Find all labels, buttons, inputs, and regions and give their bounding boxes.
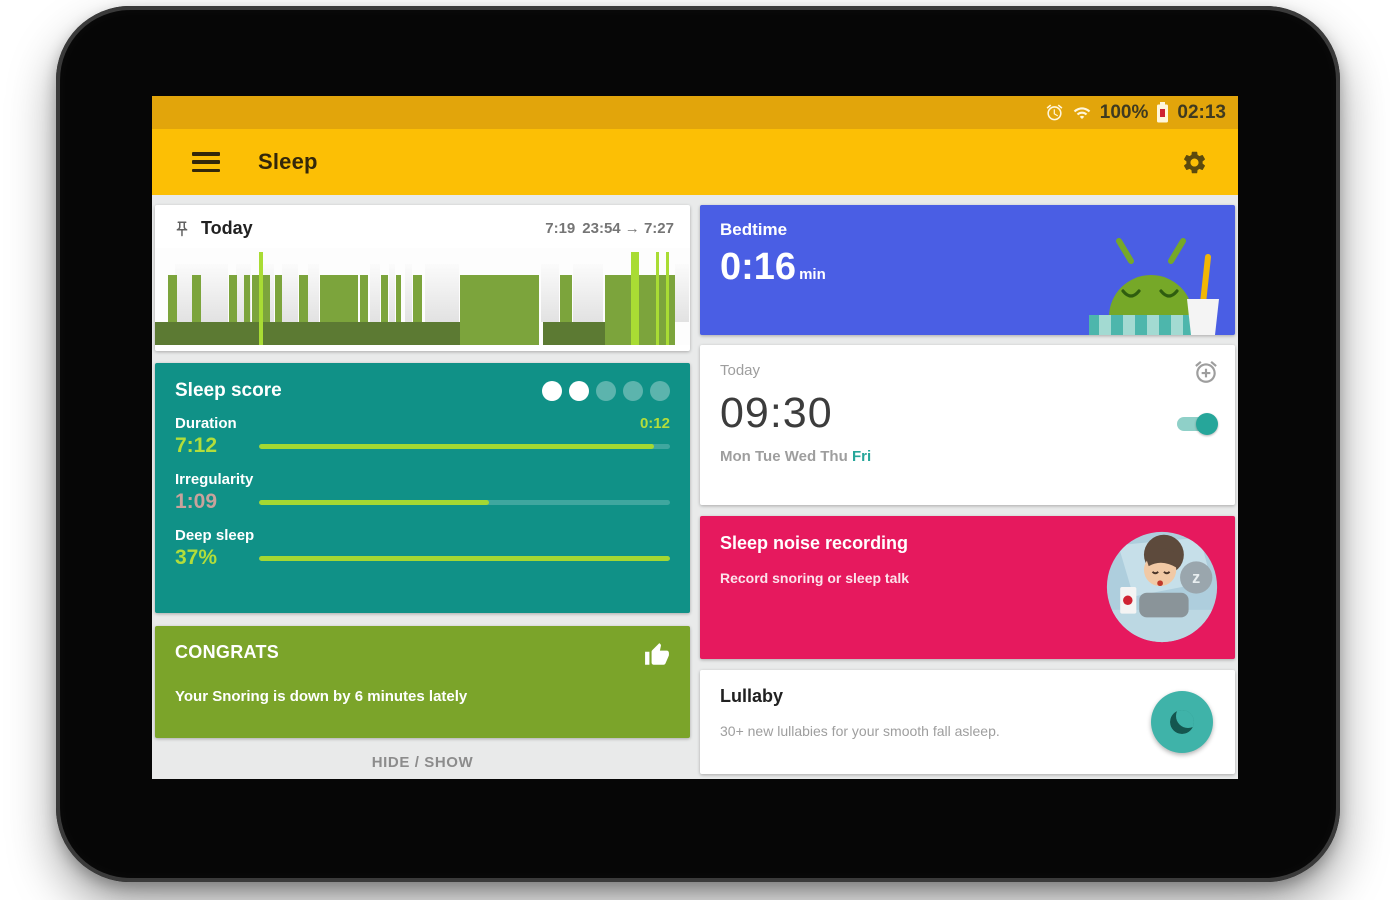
alarm-time[interactable]: 09:30 <box>720 389 833 437</box>
wifi-icon <box>1073 106 1091 119</box>
battery-percent: 100% <box>1099 101 1149 123</box>
add-alarm-icon[interactable] <box>1193 359 1219 385</box>
lullaby-subtitle: 30+ new lullabies for your smooth fall a… <box>720 723 1000 739</box>
alarm-day-label: Today <box>720 362 761 379</box>
bedtime-title: Bedtime <box>720 220 788 239</box>
sleep-times: 7:19 23:54 → 7:27 <box>545 220 674 237</box>
metric-label: Deep sleep <box>175 527 255 544</box>
status-clock: 02:13 <box>1177 101 1226 123</box>
irregularity-progress-bar <box>259 499 670 505</box>
sleep-score-card[interactable]: Sleep score Duration 0:12 7:12 <box>155 363 690 613</box>
noise-subtitle: Record snoring or sleep talk <box>720 570 910 586</box>
svg-text:z: z <box>1192 569 1200 587</box>
left-column: Today 7:19 23:54 → 7:27 Sleep score <box>155 205 690 779</box>
metric-label: Irregularity <box>175 471 254 488</box>
app-bar: Sleep <box>152 129 1238 195</box>
score-dots <box>542 381 670 401</box>
metric-label: Duration <box>175 415 237 432</box>
metric-deep-sleep: Deep sleep 37% <box>175 527 670 570</box>
congrats-title: CONGRATS <box>175 642 280 662</box>
pin-icon <box>176 221 188 236</box>
sleep-duration: 7:19 <box>545 220 576 237</box>
metric-irregularity: Irregularity 1:09 <box>175 471 670 514</box>
bedtime-unit: min <box>799 266 826 283</box>
metric-value: 1:09 <box>175 490 218 513</box>
today-graph-card[interactable]: Today 7:19 23:54 → 7:27 <box>155 205 690 351</box>
sleep-graph <box>155 248 690 345</box>
today-card-title: Today <box>201 218 253 238</box>
alarm-day-active: Fri <box>851 448 872 465</box>
congrats-card[interactable]: CONGRATS Your Snoring is down by 6 minut… <box>155 626 690 738</box>
screen: 100% 02:13 Sleep <box>152 96 1238 779</box>
duration-progress-bar <box>259 443 670 449</box>
metric-duration: Duration 0:12 7:12 <box>175 415 670 458</box>
tablet-device: 100% 02:13 Sleep <box>56 6 1340 882</box>
metric-right-value: 0:12 <box>639 415 670 432</box>
dashboard: Today 7:19 23:54 → 7:27 Sleep score <box>152 195 1238 779</box>
sleep-range: 23:54 → 7:27 <box>582 220 674 237</box>
menu-icon[interactable] <box>192 152 220 172</box>
noise-title: Sleep noise recording <box>720 533 909 553</box>
alarm-days: Mon Tue Wed Thu Fri <box>720 448 1215 465</box>
deep-sleep-progress-bar <box>259 555 670 561</box>
congrats-message: Your Snoring is down by 6 minutes lately <box>175 688 468 705</box>
lullaby-title: Lullaby <box>720 686 784 706</box>
sleep-noise-card[interactable]: Sleep noise recording Record snoring or … <box>700 516 1235 659</box>
sleeping-android-illustration <box>1089 238 1219 335</box>
right-column: Bedtime 0:16 min <box>700 205 1235 779</box>
hide-show-button[interactable]: HIDE / SHOW <box>371 754 474 771</box>
lullaby-play-button[interactable] <box>1151 691 1213 753</box>
settings-icon[interactable] <box>1181 149 1208 176</box>
alarm-icon <box>1046 104 1063 121</box>
lullaby-card[interactable]: Lullaby 30+ new lullabies for your smoot… <box>700 670 1235 774</box>
battery-icon <box>1157 102 1169 123</box>
page-title: Sleep <box>258 149 318 174</box>
alarm-toggle[interactable] <box>1177 413 1218 435</box>
metric-value: 7:12 <box>175 434 218 457</box>
bedtime-countdown: 0:16 <box>720 246 797 288</box>
metric-value: 37% <box>175 546 218 569</box>
bedtime-card[interactable]: Bedtime 0:16 min <box>700 205 1235 335</box>
alarm-card[interactable]: Today 09:30 Mon Tue Wed Thu Fri <box>700 345 1235 505</box>
moon-icon <box>1170 710 1194 734</box>
status-bar: 100% 02:13 <box>152 96 1238 129</box>
thumbs-up-icon <box>645 643 669 665</box>
sleeping-woman-illustration: z <box>1106 531 1218 643</box>
sleep-score-title: Sleep score <box>175 380 282 401</box>
alarm-days-inactive: Mon Tue Wed Thu <box>720 448 848 465</box>
